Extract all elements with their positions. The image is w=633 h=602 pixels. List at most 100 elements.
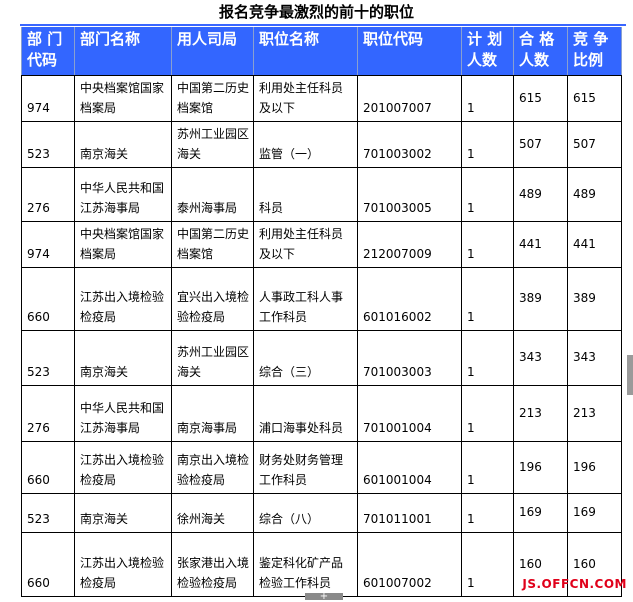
column-header: 职位代码 [357, 27, 462, 76]
table-cell: 江苏出入境检验检疫局 [74, 440, 172, 494]
table-cell: 201007007 [357, 74, 462, 122]
table-cell: 701011001 [357, 492, 462, 533]
column-header: 计 划人数 [461, 27, 514, 76]
table-cell: 1 [461, 440, 514, 494]
table-cell: 507 [513, 120, 568, 168]
table-row: 523 南京海关 徐州海关 综合（八） 701011001 1 169 169 [21, 492, 622, 533]
table-cell: 507 [567, 120, 622, 168]
table-cell: 601007002 [357, 531, 462, 597]
table-cell: 1 [461, 492, 514, 533]
table-cell: 1 [461, 266, 514, 331]
table-cell: 1 [461, 531, 514, 597]
table-cell: 1 [461, 166, 514, 222]
positions-table: 部 门代码 部门名称 用人司局 职位名称 职位代码计 划人数合 格人数竞 争比例 974… [21, 27, 622, 597]
table-cell: 276 [21, 384, 75, 442]
table-cell: 601016002 [357, 266, 462, 331]
table-cell: 1 [461, 384, 514, 442]
table-cell: 160 [567, 531, 622, 597]
table-cell: 泰州海事局 [171, 166, 254, 222]
table-cell: 160 [513, 531, 568, 597]
table-cell: 监管（一） [253, 120, 358, 168]
table-cell: 苏州工业园区海关 [171, 329, 254, 386]
watermark: JS.OFFCN.COM [522, 577, 627, 591]
table-cell: 综合（三） [253, 329, 358, 386]
table-cell: 169 [513, 492, 568, 533]
table-cell: 利用处主任科员及以下 [253, 220, 358, 268]
table-cell: 南京海关 [74, 120, 172, 168]
table-cell: 南京海关 [74, 492, 172, 533]
table-cell: 鉴定科化矿产品检验工作科员 [253, 531, 358, 597]
table-cell: 974 [21, 220, 75, 268]
expand-button[interactable]: + [305, 592, 343, 602]
table-cell: 660 [21, 531, 75, 597]
table-cell: 综合（八） [253, 492, 358, 533]
table-cell: 1 [461, 74, 514, 122]
table-cell: 196 [567, 440, 622, 494]
table-cell: 974 [21, 74, 75, 122]
table-cell: 213 [567, 384, 622, 442]
table-cell: 中央档案馆国家档案局 [74, 220, 172, 268]
table-cell: 212007009 [357, 220, 462, 268]
column-header: 部门名称 [74, 27, 172, 76]
table-cell: 南京出入境检验检疫局 [171, 440, 254, 494]
table-cell: 389 [567, 266, 622, 331]
table-cell: 489 [513, 166, 568, 222]
table-cell: 389 [513, 266, 568, 331]
table-row: 523 南京海关 苏州工业园区海关 综合（三） 701003003 1 343 343 [21, 329, 622, 386]
table-cell: 523 [21, 329, 75, 386]
table-cell: 江苏出入境检验检疫局 [74, 531, 172, 597]
column-header: 合 格人数 [513, 27, 568, 76]
table-cell: 601001004 [357, 440, 462, 494]
table-cell: 财务处财务管理工作科员 [253, 440, 358, 494]
column-header: 职位名称 [253, 27, 358, 76]
table-row: 974 中央档案馆国家档案局 中国第二历史档案馆 利用处主任科员及以下 20100700… [21, 74, 622, 122]
table-cell: 701003003 [357, 329, 462, 386]
table-cell: 276 [21, 166, 75, 222]
table-row: 660 江苏出入境检验检疫局 张家港出入境检验检疫局 鉴定科化矿产品检验工作科员 601… [21, 531, 622, 597]
table-cell: 441 [567, 220, 622, 268]
table-cell: 701001004 [357, 384, 462, 442]
table-cell: 科员 [253, 166, 358, 222]
table-cell: 浦口海事处科员 [253, 384, 358, 442]
table-cell: 701003002 [357, 120, 462, 168]
table-cell: 213 [513, 384, 568, 442]
table-cell: 中国第二历史档案馆 [171, 74, 254, 122]
table-row: 276 中华人民共和国江苏海事局 泰州海事局 科员 701003005 1 489 489 [21, 166, 622, 222]
table-cell: 343 [513, 329, 568, 386]
table-cell: 196 [513, 440, 568, 494]
table-cell: 张家港出入境检验检疫局 [171, 531, 254, 597]
table-row: 974 中央档案馆国家档案局 中国第二历史档案馆 利用处主任科员及以下 21200700… [21, 220, 622, 268]
table-cell: 523 [21, 492, 75, 533]
table-cell: 1 [461, 220, 514, 268]
divider [20, 24, 626, 26]
column-header: 竞 争比例 [567, 27, 622, 76]
table-cell: 615 [513, 74, 568, 122]
table-cell: 江苏出入境检验检疫局 [74, 266, 172, 331]
table-cell: 南京海事局 [171, 384, 254, 442]
table-cell: 中华人民共和国江苏海事局 [74, 166, 172, 222]
table-cell: 701003005 [357, 166, 462, 222]
table-cell: 169 [567, 492, 622, 533]
table-cell: 441 [513, 220, 568, 268]
table-cell: 苏州工业园区海关 [171, 120, 254, 168]
table-cell: 489 [567, 166, 622, 222]
table-cell: 523 [21, 120, 75, 168]
page-title: 报名竞争最激烈的前十的职位 [218, 3, 414, 21]
table-cell: 660 [21, 440, 75, 494]
table-row: 660 江苏出入境检验检疫局 宜兴出入境检验检疫局 人事政工科人事工作科员 601016… [21, 266, 622, 331]
table-cell: 1 [461, 329, 514, 386]
table-row: 523 南京海关 苏州工业园区海关 监管（一） 701003002 1 507 507 [21, 120, 622, 168]
table-cell: 南京海关 [74, 329, 172, 386]
table-cell: 人事政工科人事工作科员 [253, 266, 358, 331]
table-cell: 宜兴出入境检验检疫局 [171, 266, 254, 331]
table-cell: 615 [567, 74, 622, 122]
table-cell: 徐州海关 [171, 492, 254, 533]
table-cell: 660 [21, 266, 75, 331]
table-cell: 中国第二历史档案馆 [171, 220, 254, 268]
column-header: 用人司局 [171, 27, 254, 76]
table-row: 276 中华人民共和国江苏海事局 南京海事局 浦口海事处科员 701001004 1 213… [21, 384, 622, 442]
table-cell: 343 [567, 329, 622, 386]
column-header: 部 门代码 [21, 27, 75, 76]
scrollbar[interactable] [627, 355, 633, 395]
table-cell: 利用处主任科员及以下 [253, 74, 358, 122]
